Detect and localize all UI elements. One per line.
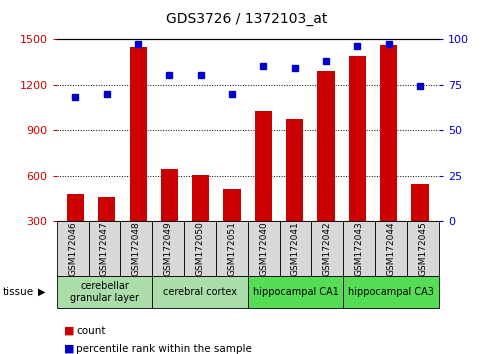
Text: ■: ■ [64, 344, 74, 354]
Bar [317, 71, 335, 221]
Text: GSM172049: GSM172049 [164, 221, 173, 276]
Bar [411, 184, 428, 221]
Text: ■: ■ [64, 326, 74, 336]
Bar [192, 175, 210, 221]
Bar [375, 221, 407, 276]
Text: GSM172048: GSM172048 [132, 221, 141, 276]
Text: GSM172046: GSM172046 [68, 221, 77, 276]
Text: ▶: ▶ [38, 287, 46, 297]
Text: hippocampal CA3: hippocampal CA3 [348, 287, 434, 297]
Text: cerebral cortex: cerebral cortex [163, 287, 237, 297]
Text: GSM172051: GSM172051 [227, 221, 236, 276]
Bar [223, 189, 241, 221]
Text: hippocampal CA1: hippocampal CA1 [252, 287, 338, 297]
Bar [216, 221, 247, 276]
Text: GSM172047: GSM172047 [100, 221, 109, 276]
Bar [152, 221, 184, 276]
Bar [57, 276, 152, 308]
Bar [343, 221, 375, 276]
Bar [407, 221, 439, 276]
Bar [67, 194, 84, 221]
Text: tissue: tissue [2, 287, 34, 297]
Text: GSM172042: GSM172042 [323, 221, 332, 276]
Bar [312, 221, 343, 276]
Bar [247, 276, 343, 308]
Bar [98, 197, 115, 221]
Bar [130, 46, 147, 221]
Text: cerebellar
granular layer: cerebellar granular layer [70, 281, 139, 303]
Bar [255, 111, 272, 221]
Text: GSM172041: GSM172041 [291, 221, 300, 276]
Text: percentile rank within the sample: percentile rank within the sample [76, 344, 252, 354]
Text: GDS3726 / 1372103_at: GDS3726 / 1372103_at [166, 12, 327, 27]
Bar [152, 276, 247, 308]
Bar [89, 221, 120, 276]
Text: GSM172043: GSM172043 [354, 221, 364, 276]
Bar [280, 221, 312, 276]
Bar [184, 221, 216, 276]
Text: GSM172040: GSM172040 [259, 221, 268, 276]
Text: GSM172045: GSM172045 [419, 221, 427, 276]
Text: GSM172050: GSM172050 [195, 221, 205, 276]
Bar [247, 221, 280, 276]
Bar [286, 119, 303, 221]
Bar [349, 56, 366, 221]
Text: GSM172044: GSM172044 [387, 221, 395, 276]
Bar [120, 221, 152, 276]
Bar [343, 276, 439, 308]
Bar [161, 169, 178, 221]
Bar [57, 221, 89, 276]
Bar [380, 45, 397, 221]
Text: count: count [76, 326, 106, 336]
